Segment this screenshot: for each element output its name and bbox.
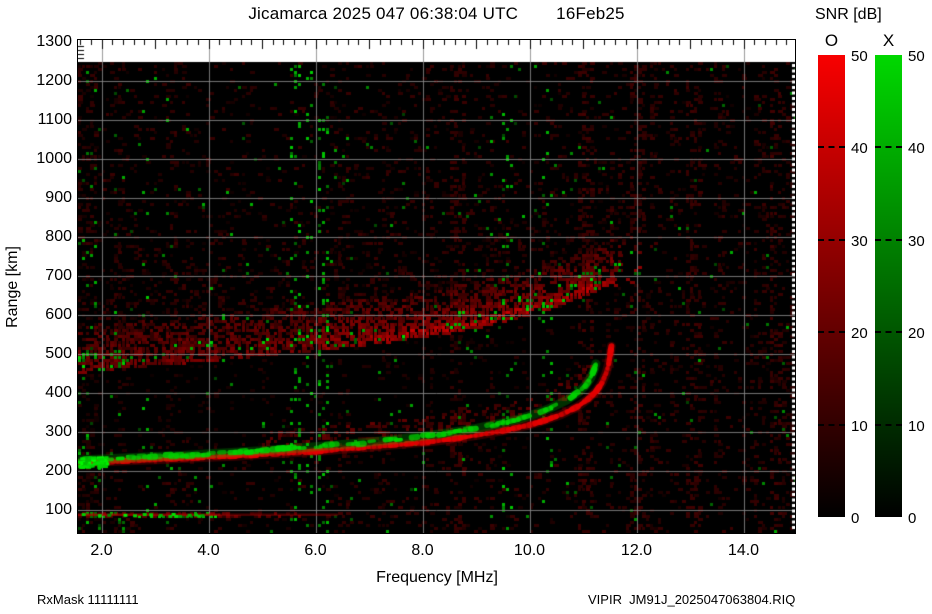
data-file-annotation: VIPIR JM91J_2025047063804.RIQ <box>588 592 796 607</box>
x-tick-label: 8.0 <box>411 542 434 559</box>
y-tick-label: 300 <box>45 423 72 440</box>
x-tick-label: 4.0 <box>197 542 220 559</box>
colorbar-tick-label: 0 <box>908 510 917 527</box>
o-mode-colorbar-label: O <box>824 31 839 50</box>
y-tick-label: 1200 <box>36 72 72 89</box>
ionogram-heatmap-canvas <box>78 40 795 533</box>
x-axis-label: Frequency [MHz] <box>376 569 498 586</box>
colorbar-tick-dash <box>818 423 845 426</box>
o-mode-colorbar <box>818 55 845 517</box>
x-tick-label: 10.0 <box>513 542 546 559</box>
colorbar-tick-dash <box>875 146 902 149</box>
y-tick-label: 1100 <box>37 111 72 128</box>
colorbar-tick-dash <box>875 331 902 334</box>
y-tick-label: 500 <box>45 345 72 362</box>
colorbar-tick-dash <box>818 146 845 149</box>
colorbar-tick-label: 50 <box>851 48 868 65</box>
rxmask-annotation: RxMask 11111111 <box>37 592 139 607</box>
title-station-time: Jicamarca 2025 047 06:38:04 UTC <box>248 4 519 23</box>
page-title: Jicamarca 2025 047 06:38:04 UTC 16Feb25 <box>78 4 795 24</box>
x-tick-label: 6.0 <box>304 542 327 559</box>
colorbar-tick-label: 20 <box>851 325 868 343</box>
x-mode-colorbar-label: X <box>882 31 895 50</box>
y-tick-label: 800 <box>45 228 72 245</box>
x-tick-label: 12.0 <box>620 542 653 559</box>
colorbar-tick-dash <box>875 423 902 426</box>
colorbar-tick-dash <box>818 238 845 241</box>
colorbar-title: SNR [dB] <box>815 6 882 23</box>
colorbar-tick-dash <box>818 331 845 334</box>
colorbar-tick-label: 30 <box>908 232 925 250</box>
y-tick-label: 900 <box>45 189 72 206</box>
y-tick-label: 600 <box>45 306 72 323</box>
y-tick-label: 1000 <box>36 150 72 167</box>
colorbar-tick-label: 30 <box>851 232 868 250</box>
x-tick-label: 14.0 <box>727 542 760 559</box>
colorbar-tick-label: 40 <box>908 140 925 158</box>
y-axis-label: Range [km] <box>4 246 21 328</box>
title-date: 16Feb25 <box>556 4 625 23</box>
colorbar-tick-label: 50 <box>908 48 925 65</box>
colorbar-tick-label: 10 <box>851 417 868 435</box>
x-tick-label: 2.0 <box>90 542 113 559</box>
colorbar-tick-label: 10 <box>908 417 925 435</box>
colorbar-tick-label: 40 <box>851 140 868 158</box>
y-tick-label: 1300 <box>36 33 72 50</box>
x-mode-colorbar <box>875 55 902 517</box>
y-tick-label: 700 <box>45 267 72 284</box>
colorbar-tick-label: 20 <box>908 325 925 343</box>
y-tick-label: 100 <box>45 501 72 518</box>
plot-frame <box>77 39 796 534</box>
colorbar-tick-dash <box>875 238 902 241</box>
colorbar-tick-label: 0 <box>851 510 860 527</box>
y-tick-label: 400 <box>45 384 72 401</box>
y-tick-label: 200 <box>45 462 72 479</box>
